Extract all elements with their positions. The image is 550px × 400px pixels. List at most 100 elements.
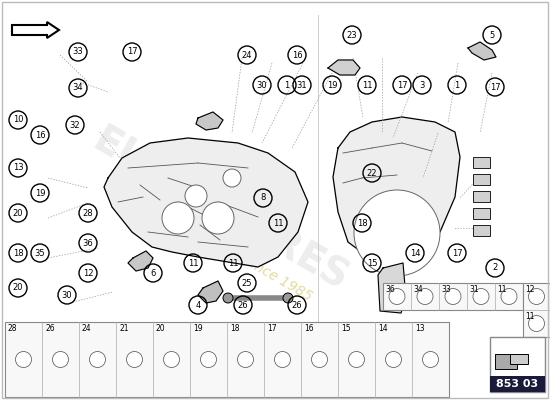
Text: 6: 6 [150,268,156,278]
Circle shape [202,202,234,234]
Text: 26: 26 [292,300,302,310]
Bar [473,208,490,219]
Text: 26: 26 [238,300,248,310]
Text: 31: 31 [296,80,307,90]
Text: 16: 16 [35,130,45,140]
Text: 26: 26 [45,324,54,333]
Polygon shape [378,263,406,313]
Circle shape [389,288,405,304]
Text: 16: 16 [304,324,314,333]
Circle shape [311,352,327,368]
Text: 11: 11 [188,258,198,268]
Bar [473,191,490,202]
Text: 20: 20 [13,284,23,292]
Circle shape [201,352,217,368]
Circle shape [162,202,194,234]
Text: 19: 19 [35,188,45,198]
Circle shape [354,190,440,276]
Text: 11: 11 [228,258,238,268]
Circle shape [52,352,69,368]
Polygon shape [198,281,223,303]
Text: 1: 1 [454,80,460,90]
Text: 36: 36 [82,238,94,248]
Text: 16: 16 [292,50,302,60]
Text: 31: 31 [469,285,478,294]
Text: 11: 11 [273,218,283,228]
Bar [473,157,490,168]
Text: 853 03: 853 03 [497,379,538,389]
Circle shape [223,169,241,187]
Text: 17: 17 [126,48,138,56]
Text: 18: 18 [230,324,239,333]
Text: 11: 11 [497,285,507,294]
Text: 11: 11 [362,80,372,90]
Circle shape [501,288,517,304]
FancyArrow shape [12,22,59,38]
Text: 30: 30 [62,290,72,300]
Text: 18: 18 [357,218,367,228]
Circle shape [283,293,293,303]
Polygon shape [328,60,360,75]
Circle shape [185,185,207,207]
Text: 23: 23 [346,30,358,40]
Text: 33: 33 [73,48,84,56]
Text: 35: 35 [35,248,45,258]
Text: 28: 28 [8,324,18,333]
Text: 22: 22 [367,168,377,178]
Text: 14: 14 [410,248,420,258]
Text: 15: 15 [367,258,377,268]
Bar [510,354,528,364]
Text: 11: 11 [525,312,535,321]
Text: 17: 17 [267,324,277,333]
Polygon shape [468,42,496,60]
Bar [473,225,490,236]
Text: 36: 36 [385,285,395,294]
Text: 19: 19 [327,80,337,90]
Bar [490,337,545,392]
Text: 15: 15 [341,324,351,333]
Bar [490,376,545,392]
Text: 1: 1 [284,80,290,90]
Text: 17: 17 [490,82,500,92]
Text: 17: 17 [397,80,408,90]
Text: a passion for parts since 1985: a passion for parts since 1985 [126,186,314,304]
Text: EUROSPARES: EUROSPARES [85,121,355,299]
Polygon shape [104,138,308,267]
Text: 19: 19 [193,324,202,333]
Text: 17: 17 [452,248,463,258]
Text: 24: 24 [82,324,92,333]
Circle shape [386,352,401,368]
Text: 34: 34 [413,285,423,294]
Polygon shape [196,112,223,130]
Text: 25: 25 [242,278,252,288]
Text: 12: 12 [82,268,94,278]
Text: 20: 20 [156,324,166,333]
Text: 2: 2 [492,264,498,272]
Text: 18: 18 [13,248,23,258]
Text: 3: 3 [419,80,425,90]
Circle shape [274,352,290,368]
Circle shape [163,352,179,368]
Text: 12: 12 [525,285,535,294]
Polygon shape [333,117,460,262]
Text: 20: 20 [13,208,23,218]
Text: 21: 21 [119,324,129,333]
Circle shape [445,288,461,304]
Text: 13: 13 [415,324,425,333]
Bar [5,322,449,397]
Text: 30: 30 [257,80,267,90]
Text: 28: 28 [82,208,94,218]
Text: 34: 34 [73,84,83,92]
Circle shape [90,352,106,368]
Text: 24: 24 [242,50,252,60]
Circle shape [417,288,433,304]
Circle shape [473,288,489,304]
Circle shape [349,352,365,368]
Bar [473,174,490,185]
Text: 13: 13 [13,164,23,172]
Text: 4: 4 [195,300,201,310]
Text: 10: 10 [13,116,23,124]
Bar [383,283,523,310]
Circle shape [223,293,233,303]
Bar [523,283,550,337]
